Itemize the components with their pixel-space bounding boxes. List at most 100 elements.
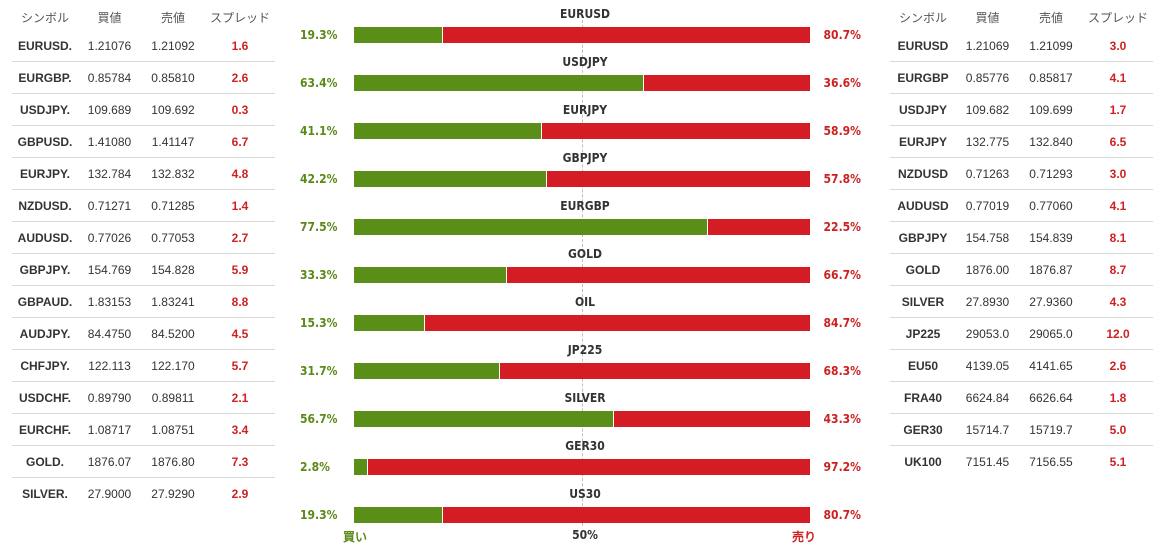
symbol-cell: UK100	[904, 454, 942, 469]
table-row: AUDUSD 0.77019 0.77060 4.1	[890, 189, 1153, 222]
spread-cell: 0.3	[205, 93, 275, 126]
ask-cell: 1.83241	[141, 285, 205, 318]
bid-header: 買値	[97, 10, 122, 25]
sentiment-bar	[354, 315, 810, 331]
bar-divider	[499, 363, 500, 379]
spread-header: スプレッド	[1087, 10, 1148, 25]
buy-percent: 15.3%	[300, 316, 338, 330]
sentiment-bar	[354, 459, 810, 475]
sentiment-row: GBPJPY 42.2% 57.8%	[300, 144, 870, 192]
symbol-cell: AUDUSD.	[12, 221, 78, 254]
instrument-name: EURJPY	[562, 103, 608, 117]
sell-percent: 22.5%	[823, 220, 861, 234]
symbol-cell: FRA40	[890, 381, 956, 414]
sentiment-bar	[354, 27, 810, 43]
symbol-cell: USDJPY.	[12, 93, 78, 126]
spread-cell: 8.1	[1083, 221, 1153, 254]
bid-cell: 7151.45	[965, 454, 1010, 469]
table-row: GER30 15714.7 15719.7 5.0	[890, 413, 1153, 446]
buy-percent: 41.1%	[300, 124, 338, 138]
symbol-cell: EU50	[890, 349, 956, 382]
table-row: GOLD 1876.00 1876.87 8.7	[890, 253, 1153, 286]
spread-cell: 5.9	[205, 253, 275, 286]
bid-cell: 6624.84	[956, 381, 1019, 414]
bar-divider	[442, 507, 443, 523]
ask-cell: 154.828	[141, 253, 205, 286]
ask-header: 売値	[160, 10, 185, 25]
spread-cell: 6.5	[1083, 125, 1153, 158]
table-row: AUDJPY. 84.4750 84.5200 4.5	[12, 317, 275, 350]
instrument-name: OIL	[574, 295, 596, 309]
sentiment-bar	[354, 507, 810, 523]
table-row: JP225 29053.0 29065.0 12.0	[890, 317, 1153, 350]
symbol-cell: CHFJPY.	[12, 349, 78, 382]
buy-bar	[354, 171, 546, 187]
symbol-cell: GBPAUD.	[12, 285, 78, 318]
symbol-header: シンボル	[898, 10, 947, 25]
spread-cell: 8.7	[1083, 253, 1153, 286]
spread-cell: 3.0	[1083, 30, 1153, 62]
symbol-cell: EURGBP.	[12, 61, 78, 94]
ask-cell: 0.89811	[141, 381, 205, 414]
spread-header: スプレッド	[209, 10, 270, 25]
ask-cell: 109.699	[1019, 93, 1083, 126]
sentiment-bar	[354, 363, 810, 379]
sentiment-row: EURJPY 41.1% 58.9%	[300, 96, 870, 144]
sell-label: 売り	[792, 530, 817, 544]
table-row: NZDUSD 0.71263 0.71293 3.0	[890, 157, 1153, 190]
bid-cell: 109.689	[78, 93, 141, 126]
bid-cell: 4139.05	[956, 349, 1019, 382]
symbol-cell: EURJPY	[890, 125, 956, 158]
buy-percent: 56.7%	[300, 412, 338, 426]
sentiment-bar	[354, 75, 810, 91]
table-row: EURGBP. 0.85784 0.85810 2.6	[12, 61, 275, 94]
spread-cell: 1.7	[1083, 93, 1153, 126]
symbol-cell: JP225	[890, 317, 956, 350]
bid-cell: 0.85784	[78, 61, 141, 94]
buy-percent: 77.5%	[300, 220, 338, 234]
symbol-cell: EURUSD.	[12, 30, 78, 62]
sell-percent: 36.6%	[823, 76, 861, 90]
spread-cell: 2.9	[231, 486, 249, 501]
bid-cell: 0.89790	[78, 381, 141, 414]
table-row: AUDUSD. 0.77026 0.77053 2.7	[12, 221, 275, 254]
buy-bar	[354, 507, 442, 523]
sentiment-row: EURGBP 77.5% 22.5%	[300, 192, 870, 240]
symbol-cell: GBPJPY.	[12, 253, 78, 286]
sentiment-row: US30 19.3% 80.7%	[300, 480, 870, 528]
ask-cell: 15719.7	[1019, 413, 1083, 446]
bar-divider	[613, 411, 614, 427]
ask-cell: 1.41147	[141, 125, 205, 158]
ask-cell: 0.77053	[141, 221, 205, 254]
spread-cell: 4.3	[1083, 285, 1153, 318]
bar-divider	[707, 219, 708, 235]
table-row: GBPUSD. 1.41080 1.41147 6.7	[12, 125, 275, 158]
spread-cell: 2.6	[1083, 349, 1153, 382]
bid-cell: 1.08717	[78, 413, 141, 446]
bid-cell: 1.41080	[78, 125, 141, 158]
table-row: NZDUSD. 0.71271 0.71285 1.4	[12, 189, 275, 222]
spread-cell: 4.1	[1083, 61, 1153, 94]
spread-cell: 1.4	[205, 189, 275, 222]
instrument-name: JP225	[567, 343, 603, 357]
spread-cell: 2.6	[205, 61, 275, 94]
instrument-name: EURGBP	[560, 199, 610, 213]
table-row: USDCHF. 0.89790 0.89811 2.1	[12, 381, 275, 414]
symbol-cell: GOLD	[890, 253, 956, 286]
spread-cell: 3.4	[205, 413, 275, 446]
sentiment-bar	[354, 219, 810, 235]
table-row: EURUSD 1.21069 1.21099 3.0	[890, 30, 1153, 62]
symbol-cell: AUDJPY.	[12, 317, 78, 350]
sentiment-panel: EURUSD 19.3% 80.7% USDJPY 63.4% 36.6% EURJPY 41…	[300, 0, 870, 558]
spread-cell: 12.0	[1083, 317, 1153, 350]
bid-cell: 132.784	[78, 157, 141, 190]
sell-percent: 43.3%	[823, 412, 861, 426]
ask-cell: 7156.55	[1029, 454, 1073, 469]
bid-cell: 122.113	[78, 349, 141, 382]
sentiment-bar	[354, 267, 810, 283]
ask-cell: 1.21092	[141, 30, 205, 62]
spread-cell: 5.7	[205, 349, 275, 382]
buy-label: 買い	[343, 530, 368, 544]
buy-percent: 33.3%	[300, 268, 338, 282]
sentiment-row: OIL 15.3% 84.7%	[300, 288, 870, 336]
